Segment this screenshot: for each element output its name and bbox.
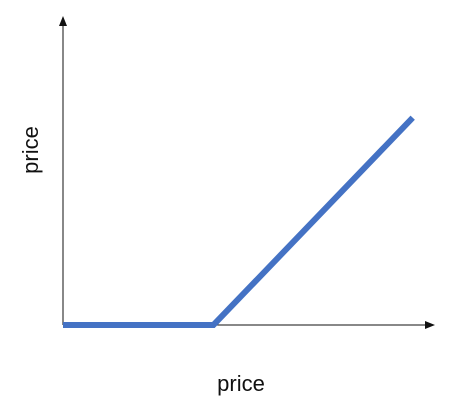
y-axis-arrow-icon — [59, 16, 67, 26]
y-axis-label: price — [18, 126, 43, 174]
series-line-1 — [63, 115, 415, 328]
series-layer — [63, 115, 415, 328]
x-axis-label: price — [217, 371, 265, 396]
y-axis — [59, 16, 67, 325]
x-axis-arrow-icon — [425, 321, 435, 329]
